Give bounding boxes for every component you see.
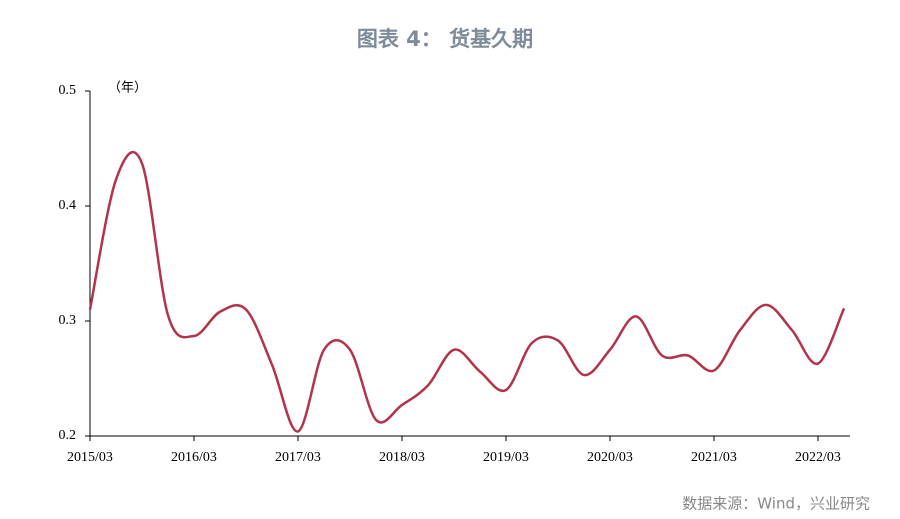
x-tick-label: 2015/03 xyxy=(67,450,113,465)
x-tick-label: 2022/03 xyxy=(795,450,841,465)
y-tick-label: 0.2 xyxy=(59,428,77,443)
y-tick-label: 0.3 xyxy=(59,313,77,328)
y-tick-label: 0.5 xyxy=(59,83,77,98)
x-tick-label: 2016/03 xyxy=(171,450,217,465)
source: 数据来源：Wind，兴业研究 xyxy=(682,495,870,513)
x-tick-label: 2020/03 xyxy=(587,450,633,465)
unit-label: （年） xyxy=(108,81,147,96)
x-tick-label: 2018/03 xyxy=(379,450,425,465)
data-line xyxy=(88,150,846,433)
x-tick-label: 2021/03 xyxy=(691,450,737,465)
chart-title: 图表 4： 货基久期 xyxy=(357,27,533,51)
x-tick-label: 2017/03 xyxy=(275,450,321,465)
y-tick-label: 0.4 xyxy=(59,198,77,213)
x-tick-label: 2019/03 xyxy=(483,450,529,465)
